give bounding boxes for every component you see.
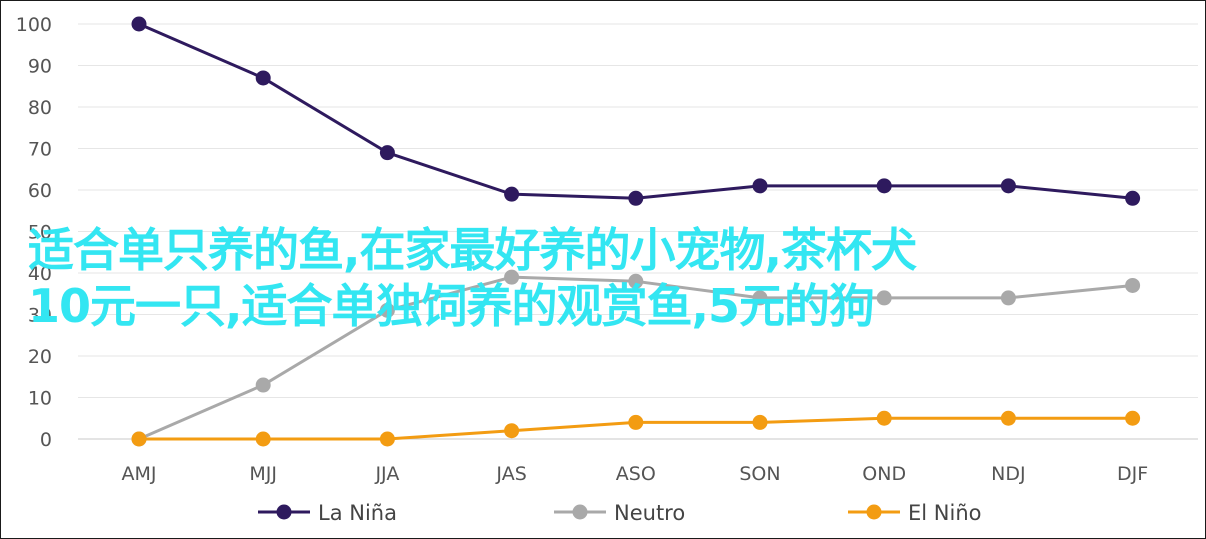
legend: La Niña Neutro El Niño xyxy=(258,501,981,525)
data-point xyxy=(876,290,892,306)
series-line xyxy=(138,22,1133,200)
data-point xyxy=(379,302,395,318)
y-axis-ticks: 0 10 20 30 40 50 60 70 80 90 100 xyxy=(16,14,52,451)
legend-marker xyxy=(866,504,882,520)
x-tick-label: AMJ xyxy=(122,463,157,485)
data-point xyxy=(752,290,768,306)
x-tick-label: JJA xyxy=(374,463,399,485)
data-point xyxy=(255,431,271,447)
legend-label: El Niño xyxy=(908,501,981,525)
x-tick-label: JAS xyxy=(495,463,526,485)
y-tick-label: 0 xyxy=(40,429,52,451)
y-tick-label: 30 xyxy=(28,305,52,327)
data-point xyxy=(379,431,395,447)
data-point xyxy=(504,186,520,202)
data-point xyxy=(1125,190,1141,206)
data-point xyxy=(131,431,147,447)
data-point xyxy=(876,410,892,426)
data-point xyxy=(1000,178,1016,194)
data-point xyxy=(131,16,147,32)
data-point xyxy=(752,178,768,194)
overlay-text-line-1: 适合单只养的鱼,在家最好养的小宠物,茶杯犬 xyxy=(28,223,917,277)
y-tick-label: 50 xyxy=(28,222,52,244)
y-tick-label: 60 xyxy=(28,180,52,202)
x-tick-label: NDJ xyxy=(991,463,1025,485)
legend-marker xyxy=(572,504,588,520)
data-point xyxy=(379,145,395,161)
data-point xyxy=(1125,277,1141,293)
data-point xyxy=(876,178,892,194)
x-tick-label: OND xyxy=(862,463,906,485)
data-point xyxy=(1000,290,1016,306)
legend-label: La Niña xyxy=(318,501,397,525)
data-point xyxy=(752,414,768,430)
y-tick-label: 90 xyxy=(28,56,52,78)
data-point xyxy=(1000,410,1016,426)
y-tick-label: 20 xyxy=(28,346,52,368)
data-point xyxy=(628,190,644,206)
series-group xyxy=(131,16,1141,447)
legend-marker xyxy=(276,504,292,520)
data-point xyxy=(1125,410,1141,426)
legend-label: Neutro xyxy=(614,501,685,525)
y-tick-label: 80 xyxy=(28,97,52,119)
x-axis-ticks: AMJ MJJ JJA JAS ASO SON OND NDJ DJF xyxy=(122,463,1149,485)
data-point xyxy=(255,377,271,393)
x-tick-label: ASO xyxy=(616,463,656,485)
grid-lines xyxy=(78,23,1198,440)
y-tick-label: 10 xyxy=(28,388,52,410)
x-tick-label: SON xyxy=(739,463,780,485)
y-tick-label: 100 xyxy=(16,14,52,36)
x-tick-label: DJF xyxy=(1117,463,1148,485)
overlay-text-line-2: 10元一只,适合单独饲养的观赏鱼,5元的狗 xyxy=(28,279,875,333)
data-point xyxy=(628,414,644,430)
data-point xyxy=(628,273,644,289)
data-point xyxy=(504,423,520,439)
y-tick-label: 40 xyxy=(28,263,52,285)
data-point xyxy=(255,70,271,86)
y-tick-label: 70 xyxy=(28,139,52,161)
x-tick-label: MJJ xyxy=(249,463,277,485)
data-point xyxy=(504,269,520,285)
